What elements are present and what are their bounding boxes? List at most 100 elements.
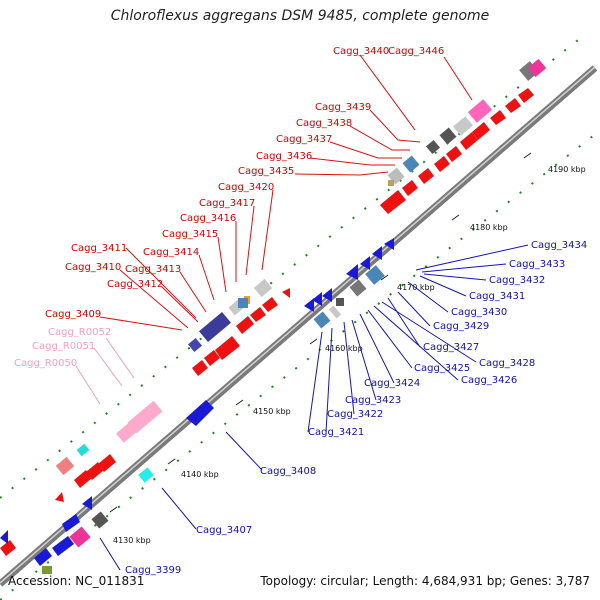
- feature-purple-block: [187, 337, 203, 353]
- feature-cds: [0, 540, 16, 556]
- gene-label: Cagg_3439: [315, 102, 371, 113]
- feature-cds: [346, 264, 358, 280]
- gene-label: Cagg_3424: [364, 378, 420, 389]
- gene-label: Cagg_3433: [509, 259, 565, 270]
- feature-steel-block: [365, 265, 385, 285]
- gene-label: Cagg_3413: [125, 264, 181, 275]
- tick-label: 4190 kbp: [548, 165, 586, 174]
- feature-gray-block: [425, 139, 441, 155]
- feature-cds: [472, 122, 490, 140]
- feature-cds: [98, 454, 116, 472]
- feature-cds: [402, 180, 418, 196]
- accession-label: Accession: NC_011831: [8, 574, 145, 588]
- gene-label: Cagg_3425: [414, 363, 470, 374]
- tick-mark: [380, 274, 389, 281]
- gene-label: Cagg_3423: [345, 395, 401, 406]
- gene-label: Cagg_3416: [180, 213, 236, 224]
- gene-label: Cagg_3435: [238, 166, 294, 177]
- tick-mark: [167, 458, 176, 465]
- feature-cds: [250, 307, 266, 322]
- scale-ticks: 4130 kbp 4140 kbp 4150 kbp 4160 kbp 4170…: [109, 152, 586, 545]
- feature-gray-block: [91, 511, 109, 529]
- feature-cds-long: [186, 400, 214, 426]
- feature-gray-block: [328, 305, 342, 319]
- feature-cds: [282, 288, 290, 298]
- feature-cds: [434, 156, 450, 172]
- feature-pink-block: [69, 526, 91, 548]
- feature-cds: [312, 292, 322, 306]
- tick-label: 4150 kbp: [253, 407, 291, 416]
- feature-cds: [236, 316, 254, 334]
- feature-purple-block: [199, 311, 231, 343]
- gene-label: Cagg_3410: [65, 262, 121, 273]
- rna-gene-labels: Cagg_R0052 Cagg_R0051 Cagg_R0050: [14, 327, 111, 369]
- gene-label: Cagg_3430: [451, 307, 507, 318]
- tick-mark: [235, 399, 244, 406]
- tick-label: 4140 kbp: [181, 470, 219, 479]
- feature-olive-block: [42, 566, 52, 574]
- gene-label: Cagg_3429: [433, 321, 489, 332]
- tick-mark: [309, 338, 318, 345]
- tick-label: 4160 kbp: [325, 344, 363, 353]
- feature-cds: [204, 350, 220, 366]
- gene-label: Cagg_3414: [143, 247, 199, 258]
- tick-mark: [109, 506, 118, 513]
- genome-summary-label: Topology: circular; Length: 4,684,931 bp…: [260, 574, 590, 588]
- tick-label: 4180 kbp: [470, 223, 508, 232]
- feature-steel-block: [402, 155, 420, 173]
- feature-salmon-block: [55, 456, 75, 476]
- reverse-features: [0, 238, 394, 574]
- feature-cds: [418, 168, 434, 184]
- feature-cyan-block: [138, 467, 154, 483]
- feature-cds: [490, 110, 506, 125]
- feature-olive-block: [388, 180, 394, 186]
- feature-cds: [360, 256, 370, 270]
- tick-label: 4130 kbp: [113, 536, 151, 545]
- feature-cds: [52, 536, 74, 556]
- gene-label: Cagg_3446: [388, 46, 444, 57]
- feature-cds: [74, 470, 92, 488]
- gene-label: Cagg_3431: [469, 291, 525, 302]
- feature-cds: [262, 297, 278, 312]
- tick-mark: [451, 214, 460, 221]
- gene-label: Cagg_3427: [423, 342, 479, 353]
- gene-label: Cagg_3399: [125, 565, 181, 576]
- gene-label: Cagg_3436: [256, 151, 312, 162]
- feature-cds: [82, 496, 92, 510]
- feature-cds: [34, 548, 52, 566]
- gene-label: Cagg_3434: [531, 240, 587, 251]
- feature-cds: [304, 298, 314, 312]
- forward-gene-labels: Cagg_3440 Cagg_3446 Cagg_3439 Cagg_3438 …: [45, 46, 444, 320]
- gene-label: Cagg_3440: [333, 46, 389, 57]
- gene-label: Cagg_3408: [260, 466, 316, 477]
- feature-gray-block: [439, 127, 457, 145]
- feature-cds: [384, 238, 394, 250]
- feature-cds: [86, 462, 104, 480]
- feature-cds: [192, 360, 208, 376]
- genome-backbone-highlight: [0, 66, 596, 584]
- gene-label: Cagg_R0052: [48, 327, 111, 338]
- map-title: Chloroflexus aggregans DSM 9485, complet…: [110, 8, 490, 24]
- feature-pink-block: [127, 400, 163, 434]
- gene-label: Cagg_3428: [479, 358, 535, 369]
- tick-mark: [523, 152, 532, 159]
- feature-cds: [0, 530, 8, 544]
- feature-cds: [460, 132, 478, 150]
- forward-leader-lines: [99, 54, 473, 331]
- feature-pink-block: [467, 99, 493, 123]
- rna-leader-lines: [75, 337, 135, 405]
- feature-cds: [215, 336, 240, 360]
- gene-label: Cagg_3411: [71, 243, 127, 254]
- feature-gray-block: [453, 116, 473, 136]
- feature-gray-block: [336, 298, 344, 306]
- genome-backbone: [0, 65, 598, 587]
- forward-features: [0, 58, 547, 556]
- gene-label: Cagg_R0051: [32, 341, 95, 352]
- feature-pink-block: [527, 58, 547, 78]
- gene-label: Cagg_3412: [107, 279, 163, 290]
- feature-cds: [505, 98, 521, 113]
- gene-label: Cagg_3437: [276, 134, 332, 145]
- feature-steel-block: [313, 311, 331, 329]
- gene-label: Cagg_3422: [327, 409, 383, 420]
